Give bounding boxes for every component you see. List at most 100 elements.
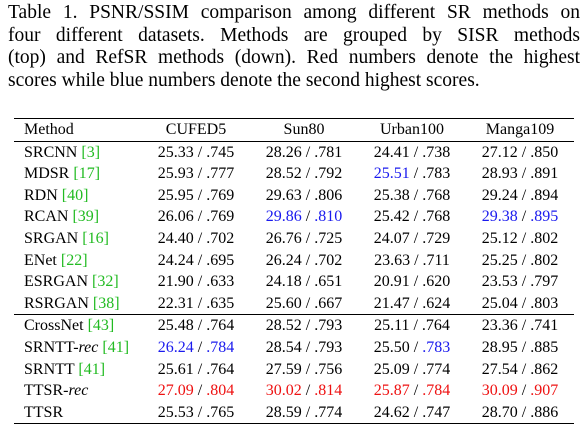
ssim-value: .814 xyxy=(314,382,343,400)
ssim-value: .764 xyxy=(421,317,450,335)
score-separator: / xyxy=(193,165,207,183)
psnr-value: 28.54 xyxy=(265,338,302,356)
method-cell: SRGAN [16] xyxy=(14,228,142,250)
method-name: ESRGAN xyxy=(24,273,89,291)
score-cell: 25.12 / .802 xyxy=(466,228,574,250)
score-cell: 30.02 / .814 xyxy=(250,380,358,402)
psnr-value: 25.50 xyxy=(373,338,410,356)
score-separator: / xyxy=(193,186,207,204)
method-citation: [41] xyxy=(78,360,106,378)
method-cell: SRNTT-rec [41] xyxy=(14,337,142,359)
score-separator: / xyxy=(409,165,423,183)
table-row: SRNTT-rec [41] 26.24 / .784 28.54 / .793 25… xyxy=(14,337,574,359)
score-separator: / xyxy=(517,143,531,161)
method-cell: CrossNet [43] xyxy=(14,314,142,337)
score-separator: / xyxy=(517,317,531,335)
method-citation: [3] xyxy=(81,143,101,161)
psnr-value: 25.42 xyxy=(373,208,410,226)
score-separator: / xyxy=(301,382,315,400)
psnr-value: 25.93 xyxy=(157,165,194,183)
ssim-value: .620 xyxy=(422,273,451,291)
score-cell: 29.63 / .806 xyxy=(250,185,358,207)
psnr-value: 24.62 xyxy=(373,403,410,421)
caption-line-2: four different datasets. Methods are gro… xyxy=(8,24,580,46)
score-separator: / xyxy=(301,317,315,335)
method-citation: [41] xyxy=(102,338,130,356)
score-separator: / xyxy=(301,360,315,378)
table-row: RCAN [39] 26.06 / .769 29.86 / .810 25.42 /… xyxy=(14,206,574,228)
score-separator: / xyxy=(517,338,531,356)
ssim-value: .783 xyxy=(422,338,451,356)
score-separator: / xyxy=(301,273,315,291)
score-cell: 21.47 / .624 xyxy=(358,293,466,315)
score-separator: / xyxy=(193,338,207,356)
score-cell: 25.53 / .765 xyxy=(142,401,250,424)
method-name: SRGAN xyxy=(24,229,79,247)
table-row: SRGAN [16] 24.40 / .702 26.76 / .725 24.07 … xyxy=(14,228,574,250)
score-cell: 25.33 / .745 xyxy=(142,141,250,163)
score-cell: 28.70 / .886 xyxy=(466,401,574,424)
ssim-value: .886 xyxy=(530,403,559,421)
psnr-value: 23.36 xyxy=(481,317,518,335)
method-name: RDN xyxy=(24,186,58,204)
table-row: MDSR [17] 25.93 / .777 28.52 / .792 25.51 /… xyxy=(14,163,574,185)
header-urban100: Urban100 xyxy=(358,118,466,142)
ssim-value: .907 xyxy=(530,382,559,400)
score-separator: / xyxy=(517,360,531,378)
psnr-value: 26.76 xyxy=(265,229,302,247)
header-cufed5: CUFED5 xyxy=(142,118,250,142)
psnr-value: 27.59 xyxy=(265,360,302,378)
psnr-value: 24.41 xyxy=(373,143,410,161)
psnr-value: 28.52 xyxy=(265,165,302,183)
ssim-value: .769 xyxy=(206,186,235,204)
psnr-value: 25.60 xyxy=(265,294,302,312)
psnr-value: 30.09 xyxy=(481,382,518,400)
method-name: SRNTT- xyxy=(24,338,79,356)
score-cell: 25.04 / .803 xyxy=(466,293,574,315)
psnr-value: 21.90 xyxy=(157,273,194,291)
psnr-value: 29.38 xyxy=(481,208,518,226)
score-separator: / xyxy=(301,229,315,247)
ssim-value: .774 xyxy=(314,403,343,421)
method-name: RSRGAN xyxy=(24,294,89,312)
method-name: SRCNN xyxy=(24,143,78,161)
score-cell: 25.09 / .774 xyxy=(358,359,466,381)
score-cell: 27.12 / .850 xyxy=(466,141,574,163)
score-separator: / xyxy=(517,251,531,269)
ssim-value: .784 xyxy=(206,338,235,356)
psnr-value: 24.24 xyxy=(157,251,194,269)
score-cell: 28.52 / .792 xyxy=(250,163,358,185)
score-cell: 26.24 / .784 xyxy=(142,337,250,359)
method-cell: TTSR-rec xyxy=(14,380,142,402)
ssim-value: .891 xyxy=(530,165,559,183)
score-cell: 26.06 / .769 xyxy=(142,206,250,228)
score-separator: / xyxy=(301,208,315,226)
method-citation: [43] xyxy=(87,317,115,335)
score-cell: 29.86 / .810 xyxy=(250,206,358,228)
method-suffix: rec xyxy=(68,382,89,400)
results-table: Method CUFED5 Sun80 Urban100 Manga109 SR… xyxy=(14,118,574,424)
psnr-value: 25.38 xyxy=(373,186,410,204)
score-separator: / xyxy=(409,143,423,161)
psnr-value: 28.93 xyxy=(481,165,518,183)
method-cell: RSRGAN [38] xyxy=(14,293,142,315)
psnr-value: 28.26 xyxy=(265,143,302,161)
score-cell: 22.31 / .635 xyxy=(142,293,250,315)
psnr-value: 25.51 xyxy=(373,165,410,183)
ssim-value: .797 xyxy=(530,273,559,291)
score-cell: 24.62 / .747 xyxy=(358,401,466,424)
ssim-value: .702 xyxy=(314,251,343,269)
score-cell: 25.60 / .667 xyxy=(250,293,358,315)
score-separator: / xyxy=(410,251,423,269)
score-cell: 25.38 / .768 xyxy=(358,185,466,207)
score-separator: / xyxy=(409,338,423,356)
ssim-value: .783 xyxy=(422,165,451,183)
score-cell: 27.59 / .756 xyxy=(250,359,358,381)
method-name: ENet xyxy=(24,251,57,269)
method-cell: SRNTT [41] xyxy=(14,359,142,381)
score-cell: 25.25 / .802 xyxy=(466,250,574,272)
ssim-value: .624 xyxy=(422,294,451,312)
table-caption: Table 1. PSNR/SSIM comparison among diff… xyxy=(8,2,580,92)
ssim-value: .802 xyxy=(530,251,559,269)
table-row: TTSR-rec 27.09 / .804 30.02 / .814 25.87 / … xyxy=(14,380,574,402)
